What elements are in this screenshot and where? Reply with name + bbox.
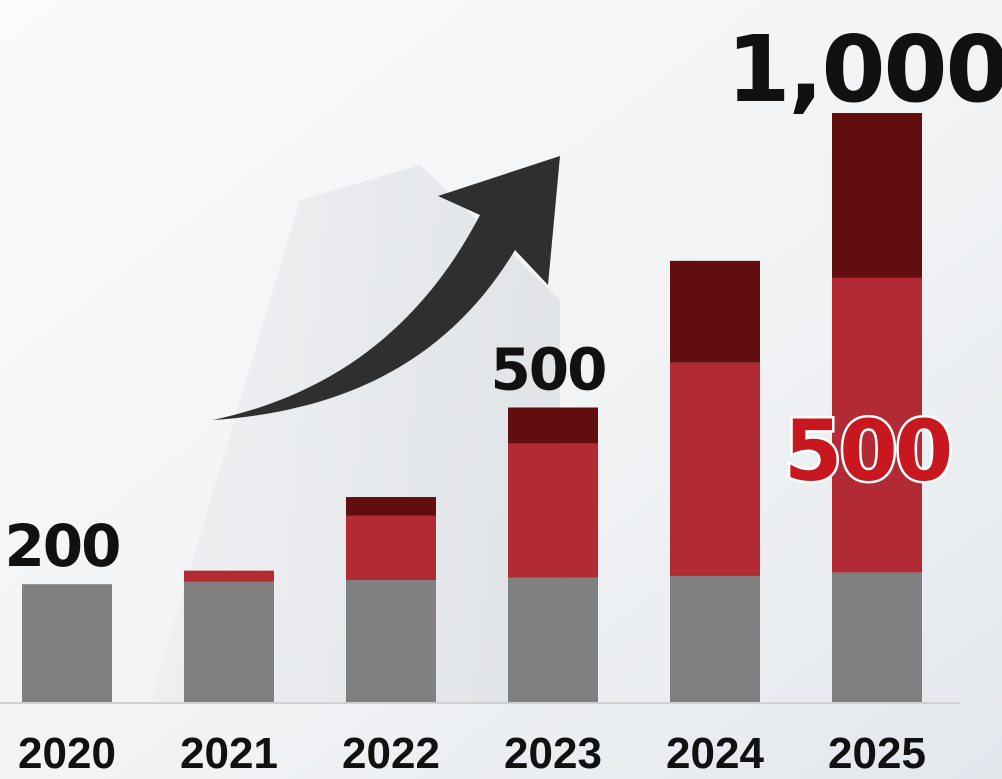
bar-segment: [508, 407, 598, 444]
bar-segment: [832, 277, 922, 573]
total-label: 500: [490, 336, 605, 404]
x-tick-label: 2022: [342, 729, 440, 778]
segment-label: 500: [784, 402, 950, 500]
bar-segment: [508, 577, 598, 702]
total-label: 200: [4, 512, 119, 580]
bar-segment: [184, 581, 274, 702]
growth-arrow: [213, 156, 560, 420]
x-tick-label: 2021: [180, 729, 278, 778]
bar-segment: [670, 362, 760, 576]
bar-segment: [346, 497, 436, 516]
total-label: 1,000: [726, 16, 1002, 123]
bar-segment: [832, 572, 922, 702]
bar-segment: [346, 580, 436, 702]
bar-segment: [670, 260, 760, 363]
bar-segment: [832, 113, 922, 278]
x-tick-label: 2025: [828, 729, 926, 778]
bar-segment: [346, 515, 436, 581]
bar-segment: [670, 575, 760, 702]
bar-segment: [508, 443, 598, 578]
x-tick-label: 2020: [18, 729, 116, 778]
bar-segment: [184, 570, 274, 582]
bar-segment: [22, 584, 112, 702]
x-tick-label: 2023: [504, 729, 602, 778]
x-tick-label: 2024: [666, 729, 764, 778]
